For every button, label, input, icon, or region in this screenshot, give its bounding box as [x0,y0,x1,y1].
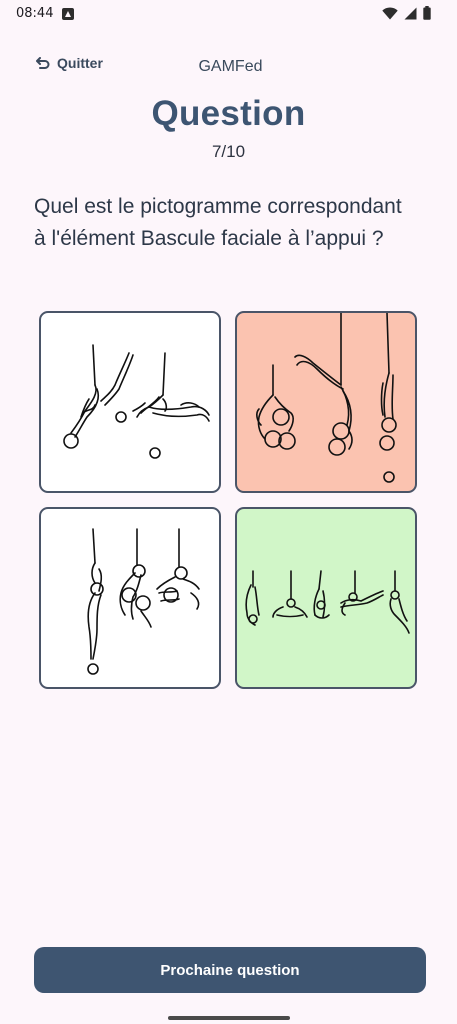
wifi-icon [382,6,398,19]
answer-option-2[interactable] [235,311,417,493]
status-bar: 08:44 [0,0,457,30]
home-indicator[interactable] [168,1016,290,1020]
answer-option-3[interactable] [39,507,221,689]
answer-option-1[interactable] [39,311,221,493]
battery-icon [423,6,431,20]
answers-grid [39,311,421,694]
quit-button[interactable]: Quitter [36,55,103,71]
gymnast-pictogram-3 [87,528,200,675]
app-name: GAMFed [198,58,263,75]
page-title: Question [151,94,306,133]
answer-option-4[interactable] [235,507,417,689]
quit-label: Quitter [57,55,103,71]
gymnast-pictogram-2 [256,313,397,483]
question-text: Quel est le pictogramme correspondant à … [34,195,402,250]
question-progress: 7/10 [211,142,246,161]
status-time: 08:44 [16,6,54,21]
status-icons [382,6,431,20]
signal-icon [404,7,417,19]
gymnast-pictogram-1 [63,344,210,459]
next-question-button[interactable]: Prochaine question [34,947,426,993]
undo-arrow-icon [36,56,50,69]
gymnast-pictogram-4 [245,570,410,634]
notification-icon [62,8,74,20]
